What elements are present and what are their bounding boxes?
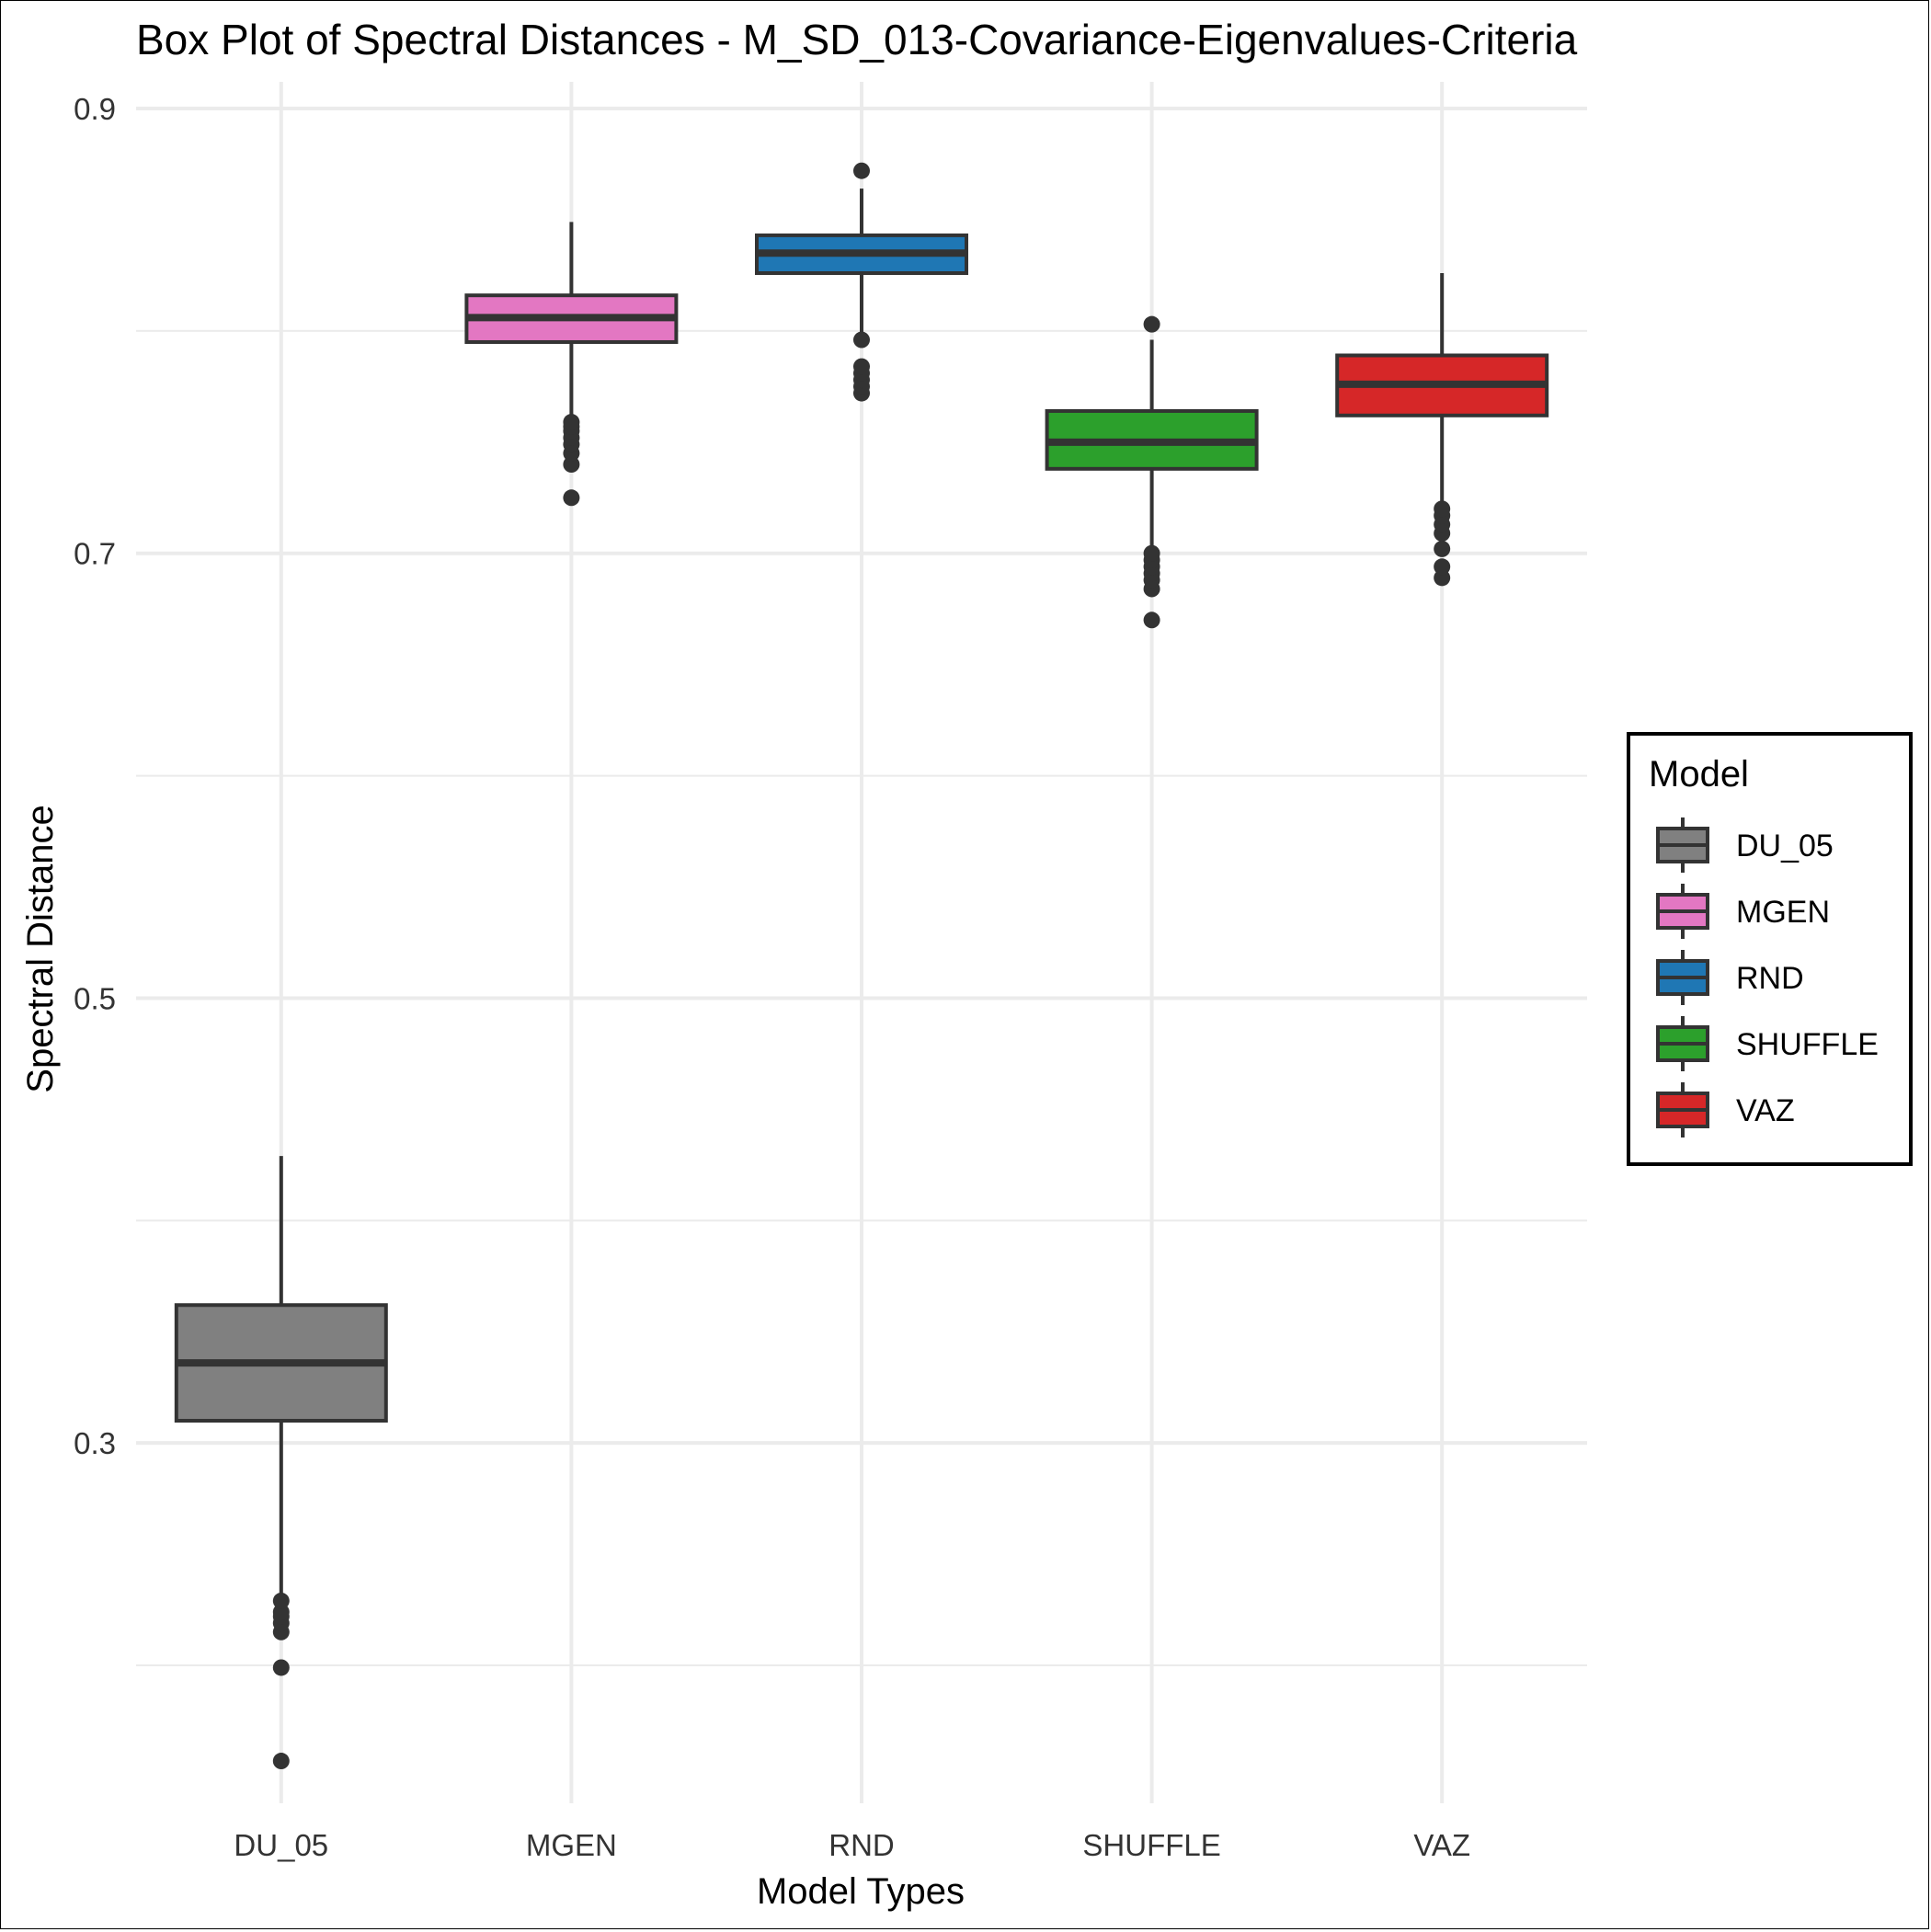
outlier-point [853, 162, 870, 179]
outlier-point [272, 1659, 290, 1676]
legend-label: MGEN [1736, 895, 1830, 930]
legend-items: DU_05 MGEN RND SHUFFLE VAZ [1656, 817, 1879, 1137]
outlier-point [1143, 315, 1160, 333]
outlier-point [563, 414, 580, 431]
box-group-shuffle [1045, 315, 1259, 629]
legend-label: RND [1736, 961, 1804, 996]
legend-label: DU_05 [1736, 829, 1834, 863]
box-group-mgen [464, 222, 679, 507]
outlier-point [272, 1592, 290, 1609]
y-tick-label: 0.5 [74, 981, 116, 1015]
x-tick-label: DU_05 [234, 1828, 328, 1862]
legend: Model DU_05 MGEN RND SHUFFLE VAZ [1627, 732, 1913, 1166]
box-group-du-05 [174, 1156, 388, 1770]
x-axis-title: Model Types [757, 1871, 965, 1912]
box-group-vaz [1335, 273, 1549, 587]
outlier-point [1434, 558, 1451, 576]
outlier-point [563, 489, 580, 507]
outlier-point [1434, 540, 1451, 557]
axis-layer: 0.3 0.5 0.7 0.9 DU_05 MGEN RND SHUFFLE VAZ [74, 92, 1470, 1862]
outlier-point [1143, 544, 1160, 562]
legend-title: Model [1649, 754, 1749, 795]
x-tick-label: VAZ [1413, 1828, 1470, 1862]
outlier-point [272, 1753, 290, 1770]
legend-label: SHUFFLE [1736, 1027, 1879, 1062]
box-layer [174, 162, 1549, 1770]
outlier-point [1434, 500, 1451, 518]
legend-item-mgen: MGEN [1656, 884, 1830, 939]
x-tick-label: MGEN [526, 1828, 617, 1862]
y-tick-label: 0.9 [74, 92, 116, 126]
x-tick-label: SHUFFLE [1082, 1828, 1220, 1862]
y-tick-label: 0.3 [74, 1426, 116, 1460]
outlier-point [1143, 612, 1160, 629]
x-tick-label: RND [828, 1828, 895, 1862]
box-group-rnd [755, 162, 968, 402]
legend-item-vaz: VAZ [1656, 1082, 1795, 1137]
y-tick-label: 0.7 [74, 537, 116, 571]
outlier-point [853, 331, 870, 349]
y-axis-title: Spectral Distance [20, 805, 61, 1092]
legend-item-rnd: RND [1656, 950, 1804, 1005]
legend-label: VAZ [1736, 1093, 1795, 1128]
legend-item-du-05: DU_05 [1656, 817, 1834, 873]
chart-title: Box Plot of Spectral Distances - M_SD_01… [136, 16, 1578, 63]
legend-item-shuffle: SHUFFLE [1656, 1016, 1879, 1071]
outlier-point [853, 358, 870, 375]
